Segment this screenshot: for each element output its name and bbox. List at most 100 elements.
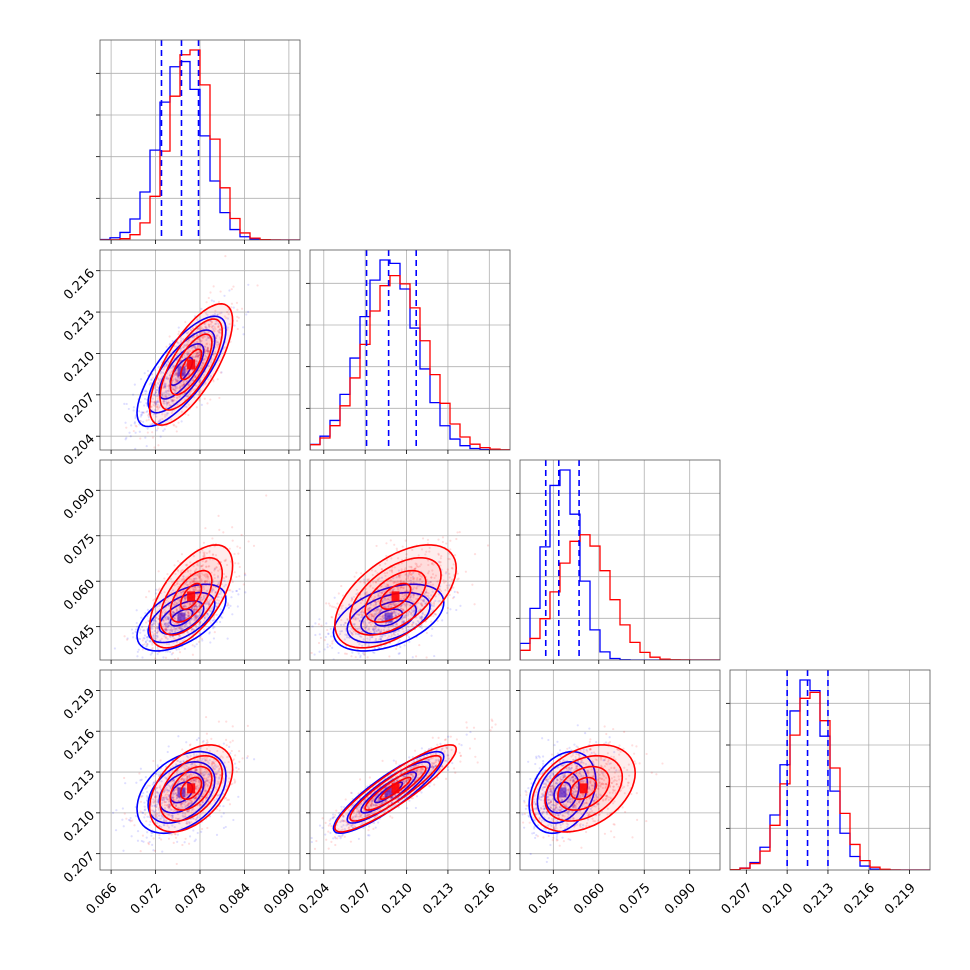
y-tick-label: 0.219 — [61, 686, 98, 723]
x-tick-label: 0.084 — [217, 881, 254, 918]
x-tick-label: 0.072 — [128, 881, 165, 918]
y-tick-label: 0.216 — [61, 266, 98, 303]
contour-series-1-level-3 — [148, 744, 234, 833]
y-tick-label: 0.213 — [61, 767, 98, 804]
contour-series-0-level-0 — [553, 781, 572, 804]
x-tick-label: 0.045 — [526, 881, 563, 918]
peak-marker-0 — [177, 612, 186, 623]
peak-marker-1 — [187, 783, 196, 794]
panel-1-1 — [306, 249, 511, 454]
peak-marker-1 — [187, 591, 196, 602]
x-tick-label: 0.213 — [420, 881, 457, 918]
panel-frame — [519, 669, 721, 871]
panel-3-0: 0.066 0.072 0.078 0.084 0.090 0.207 0.210 0.213… — [61, 669, 301, 918]
peak-marker-0 — [558, 787, 567, 798]
histogram-series-0 — [730, 679, 930, 870]
contour-series-1-level-1 — [169, 765, 213, 811]
y-tick-label: 0.075 — [61, 531, 98, 568]
x-tick-label: 0.204 — [296, 881, 333, 918]
y-tick-label: 0.210 — [61, 349, 98, 386]
contour-series-0-level-3 — [136, 750, 227, 835]
contour-series-1-level-2 — [159, 556, 224, 636]
contour-series-1-level-0 — [179, 348, 203, 381]
panel-frame — [729, 669, 931, 871]
contour-series-0-level-1 — [158, 771, 205, 814]
y-tick-label: 0.216 — [61, 727, 98, 764]
contour-series-0-level-2 — [147, 591, 216, 644]
x-tick-label: 0.075 — [617, 881, 654, 918]
x-tick-label: 0.210 — [379, 881, 416, 918]
peak-marker-1 — [579, 783, 588, 794]
contour-series-1-level-1 — [364, 765, 427, 811]
contour-series-0-level-2 — [536, 760, 589, 824]
x-tick-label: 0.207 — [338, 881, 375, 918]
x-tick-label: 0.066 — [83, 881, 120, 918]
y-tick-label: 0.207 — [61, 849, 98, 886]
contour-series-1-level-2 — [349, 557, 442, 636]
x-tick-label: 0.219 — [882, 881, 919, 918]
panel-3-1: 0.204 0.207 0.210 0.213 0.216 — [296, 669, 511, 918]
x-tick-label: 0.090 — [662, 881, 699, 918]
y-tick-label: 0.204 — [61, 432, 98, 469]
panel-frame — [309, 669, 511, 871]
panel-frame — [519, 459, 721, 661]
contour-series-0-level-1 — [360, 600, 418, 635]
contour-series-0-level-1 — [158, 342, 205, 400]
peak-marker-0 — [384, 612, 393, 623]
panel-3-2: 0.045 0.060 0.075 0.090 — [516, 669, 721, 918]
contour-series-1-level-0 — [379, 776, 412, 800]
contour-series-0-level-3 — [136, 583, 227, 652]
peak-marker-0 — [384, 787, 393, 798]
contour-series-0-level-2 — [147, 760, 216, 824]
contour-series-1-level-3 — [333, 544, 458, 649]
x-tick-label: 0.207 — [719, 881, 756, 918]
histogram-series-0 — [310, 259, 510, 450]
panel-1-0: 0.204 0.207 0.210 0.213 0.216 — [61, 249, 301, 469]
contour-series-1-level-1 — [557, 765, 611, 811]
panel-frame — [309, 459, 511, 661]
panel-2-0: 0.045 0.060 0.075 0.090 — [61, 459, 301, 664]
panel-frame — [309, 249, 511, 451]
x-tick-label: 0.090 — [261, 881, 298, 918]
contour-series-1-level-1 — [169, 569, 213, 623]
contour-series-1-level-2 — [544, 754, 624, 822]
peak-marker-1 — [391, 783, 400, 794]
x-tick-label: 0.213 — [800, 881, 837, 918]
contour-series-1-level-2 — [159, 755, 224, 822]
contour-series-1-level-0 — [379, 582, 412, 610]
histogram-series-1 — [310, 275, 510, 450]
panel-2-2 — [516, 459, 721, 664]
x-tick-label: 0.078 — [172, 881, 209, 918]
y-tick-label: 0.090 — [61, 486, 98, 523]
x-tick-label: 0.060 — [571, 881, 608, 918]
panel-2-1 — [306, 459, 511, 664]
panel-3-3: 0.207 0.210 0.213 0.216 0.219 — [719, 669, 931, 918]
x-tick-label: 0.210 — [759, 881, 796, 918]
contour-series-1-level-0 — [179, 582, 203, 610]
panel-0-0 — [96, 39, 301, 244]
contour-series-0-level-3 — [136, 315, 227, 428]
contour-series-1-level-1 — [364, 569, 427, 623]
histogram-series-0 — [520, 469, 720, 660]
y-tick-label: 0.060 — [61, 577, 98, 614]
contour-series-1-level-3 — [148, 544, 234, 649]
y-tick-label: 0.045 — [61, 622, 98, 659]
x-tick-label: 0.216 — [841, 881, 878, 918]
peak-marker-1 — [391, 591, 400, 602]
contour-series-1-level-2 — [349, 754, 442, 822]
peak-marker-1 — [187, 359, 196, 370]
y-tick-label: 0.213 — [61, 308, 98, 345]
contour-series-1-level-2 — [159, 318, 224, 411]
contour-series-0-level-3 — [332, 583, 445, 652]
contour-series-0-level-2 — [147, 329, 216, 414]
y-tick-label: 0.207 — [61, 390, 98, 427]
y-tick-label: 0.210 — [61, 808, 98, 845]
contour-series-1-level-3 — [333, 744, 458, 833]
contour-series-1-level-3 — [148, 302, 234, 426]
contour-series-1-level-3 — [531, 744, 637, 833]
contour-series-1-level-0 — [179, 776, 203, 800]
contour-series-1-level-1 — [169, 333, 213, 396]
x-tick-label: 0.216 — [462, 881, 499, 918]
contour-series-1-level-0 — [570, 776, 598, 800]
